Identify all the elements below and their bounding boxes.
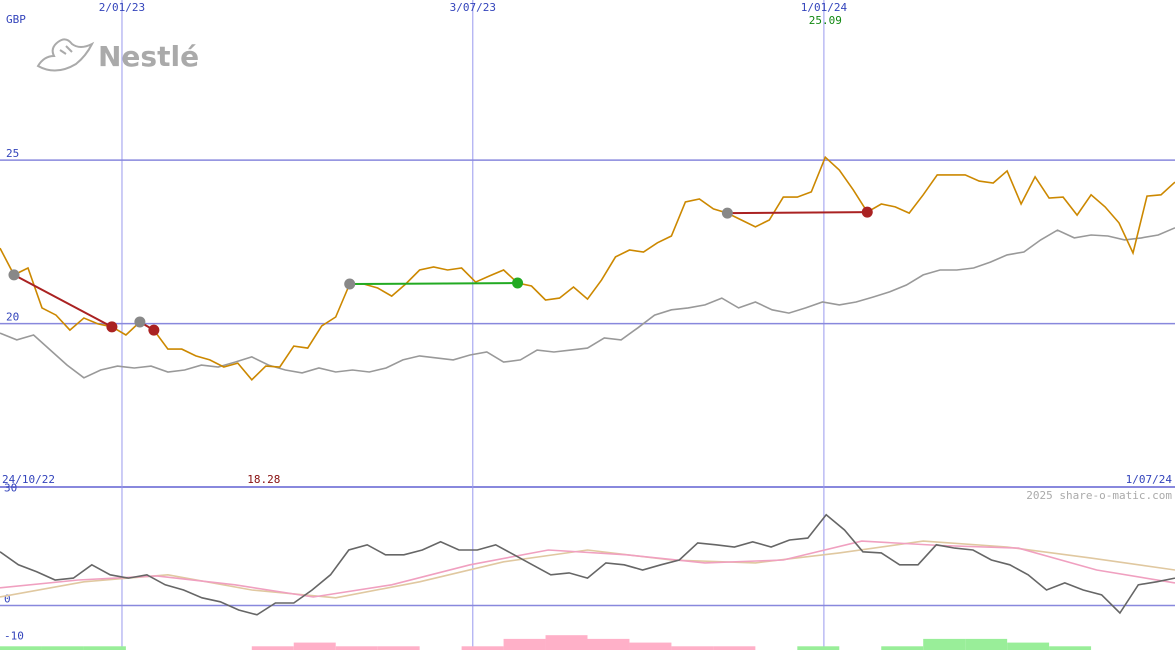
trade-line [349, 282, 518, 286]
histogram-bar [881, 646, 924, 650]
histogram-bar [0, 646, 42, 650]
series-line [0, 227, 1175, 379]
histogram-bar [797, 646, 840, 650]
histogram-bar [503, 638, 546, 650]
trade-exit [861, 206, 873, 218]
x-tick-label: 1/01/24 [801, 1, 848, 14]
y-tick-label: -10 [4, 630, 24, 643]
series-line [0, 513, 1175, 616]
histogram-bar [587, 638, 630, 650]
histogram-bar [965, 638, 1008, 650]
trade-entry [8, 269, 20, 281]
trade-exit [512, 277, 524, 289]
x-tick-label: 3/07/23 [450, 1, 496, 14]
histogram-bar [41, 646, 84, 650]
trade-entry [344, 278, 356, 290]
histogram-bar [1007, 642, 1050, 650]
histogram-bar [629, 642, 672, 650]
histogram-bar [461, 646, 504, 650]
y-tick-label: 0 [4, 593, 11, 606]
logo-text: Nestlé [98, 40, 199, 73]
watermark: 2025 share-o-matic.com [1026, 489, 1172, 502]
histogram-bar [713, 646, 756, 650]
max-label: 25.09 [809, 14, 842, 27]
histogram-bar [377, 646, 420, 650]
histogram-bar [671, 646, 714, 650]
histogram-bar [545, 635, 588, 650]
trade-entry [134, 316, 146, 328]
trade-entry [721, 207, 733, 219]
unit-label: GBP [6, 13, 26, 26]
histogram-bar [923, 638, 966, 650]
x-start-label: 24/10/22 [2, 473, 55, 486]
series-line [0, 155, 1175, 381]
trade-exit [148, 324, 160, 336]
trade-line [13, 273, 113, 328]
histogram-bar [335, 646, 378, 650]
y-tick-label: 30 [4, 481, 17, 494]
y-tick-label: 25 [6, 147, 19, 160]
trade-exit [106, 321, 118, 333]
histogram-bar [83, 646, 126, 650]
histogram-bar [1049, 646, 1092, 650]
x-tick-label: 2/01/23 [99, 1, 145, 14]
histogram-bar [251, 646, 294, 650]
trade-line [727, 211, 868, 215]
y-tick-label: 20 [6, 311, 19, 324]
x-end-label: 1/07/24 [1126, 473, 1173, 486]
logo-mark [36, 38, 95, 72]
series-line [0, 540, 1175, 598]
histogram-bar [293, 642, 336, 650]
min-label: 18.28 [247, 473, 280, 486]
